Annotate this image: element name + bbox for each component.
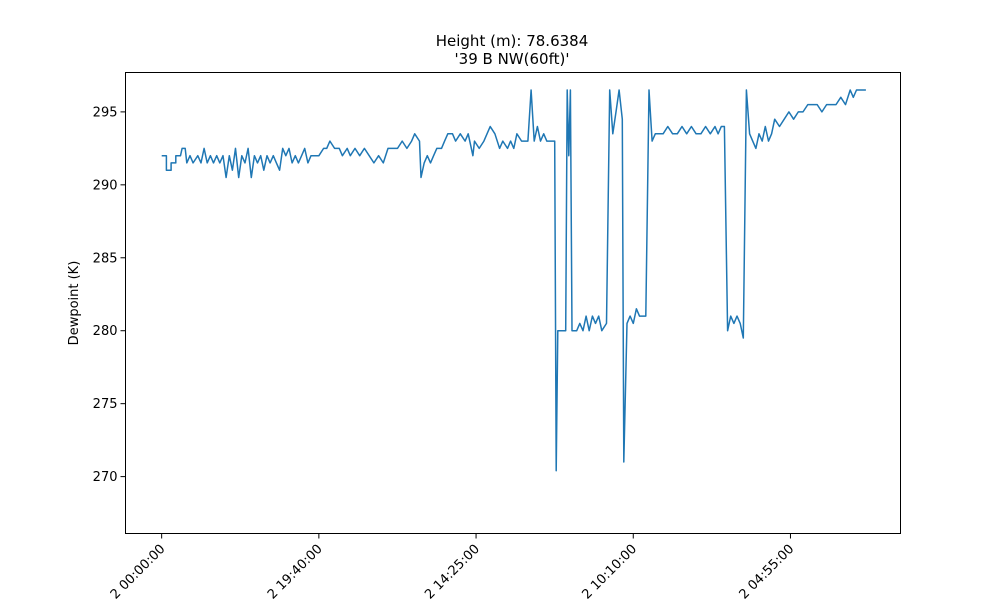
y-tick-label: 280 — [93, 324, 118, 339]
y-axis: 270 275 280 285 290 295 — [93, 105, 126, 485]
plot-area — [125, 72, 901, 534]
y-tick-label: 285 — [93, 251, 118, 266]
y-tick-label: 275 — [93, 397, 118, 412]
series-layer — [161, 89, 866, 472]
y-tick-label: 290 — [93, 178, 118, 193]
y-tick-label: 295 — [93, 105, 118, 120]
x-tick-label: 2 14:25:00 — [422, 542, 483, 600]
chart-title: Height (m): 78.6384 — [436, 32, 589, 50]
x-tick-label: 2 19:40:00 — [265, 542, 326, 600]
y-tick-label: 270 — [93, 470, 118, 485]
chart-subtitle: '39 B NW(60ft)' — [455, 50, 570, 68]
x-tick-label: 2 04:55:00 — [737, 542, 798, 600]
series-line — [161, 89, 866, 472]
x-tick-label: 2 10:10:00 — [579, 542, 640, 600]
x-tick-label: 2 00:00:00 — [108, 542, 169, 600]
x-axis: 2 00:00:00 2 19:40:00 2 14:25:00 2 10:10:00… — [108, 533, 798, 600]
y-axis-label: Dewpoint (K) — [67, 261, 82, 346]
